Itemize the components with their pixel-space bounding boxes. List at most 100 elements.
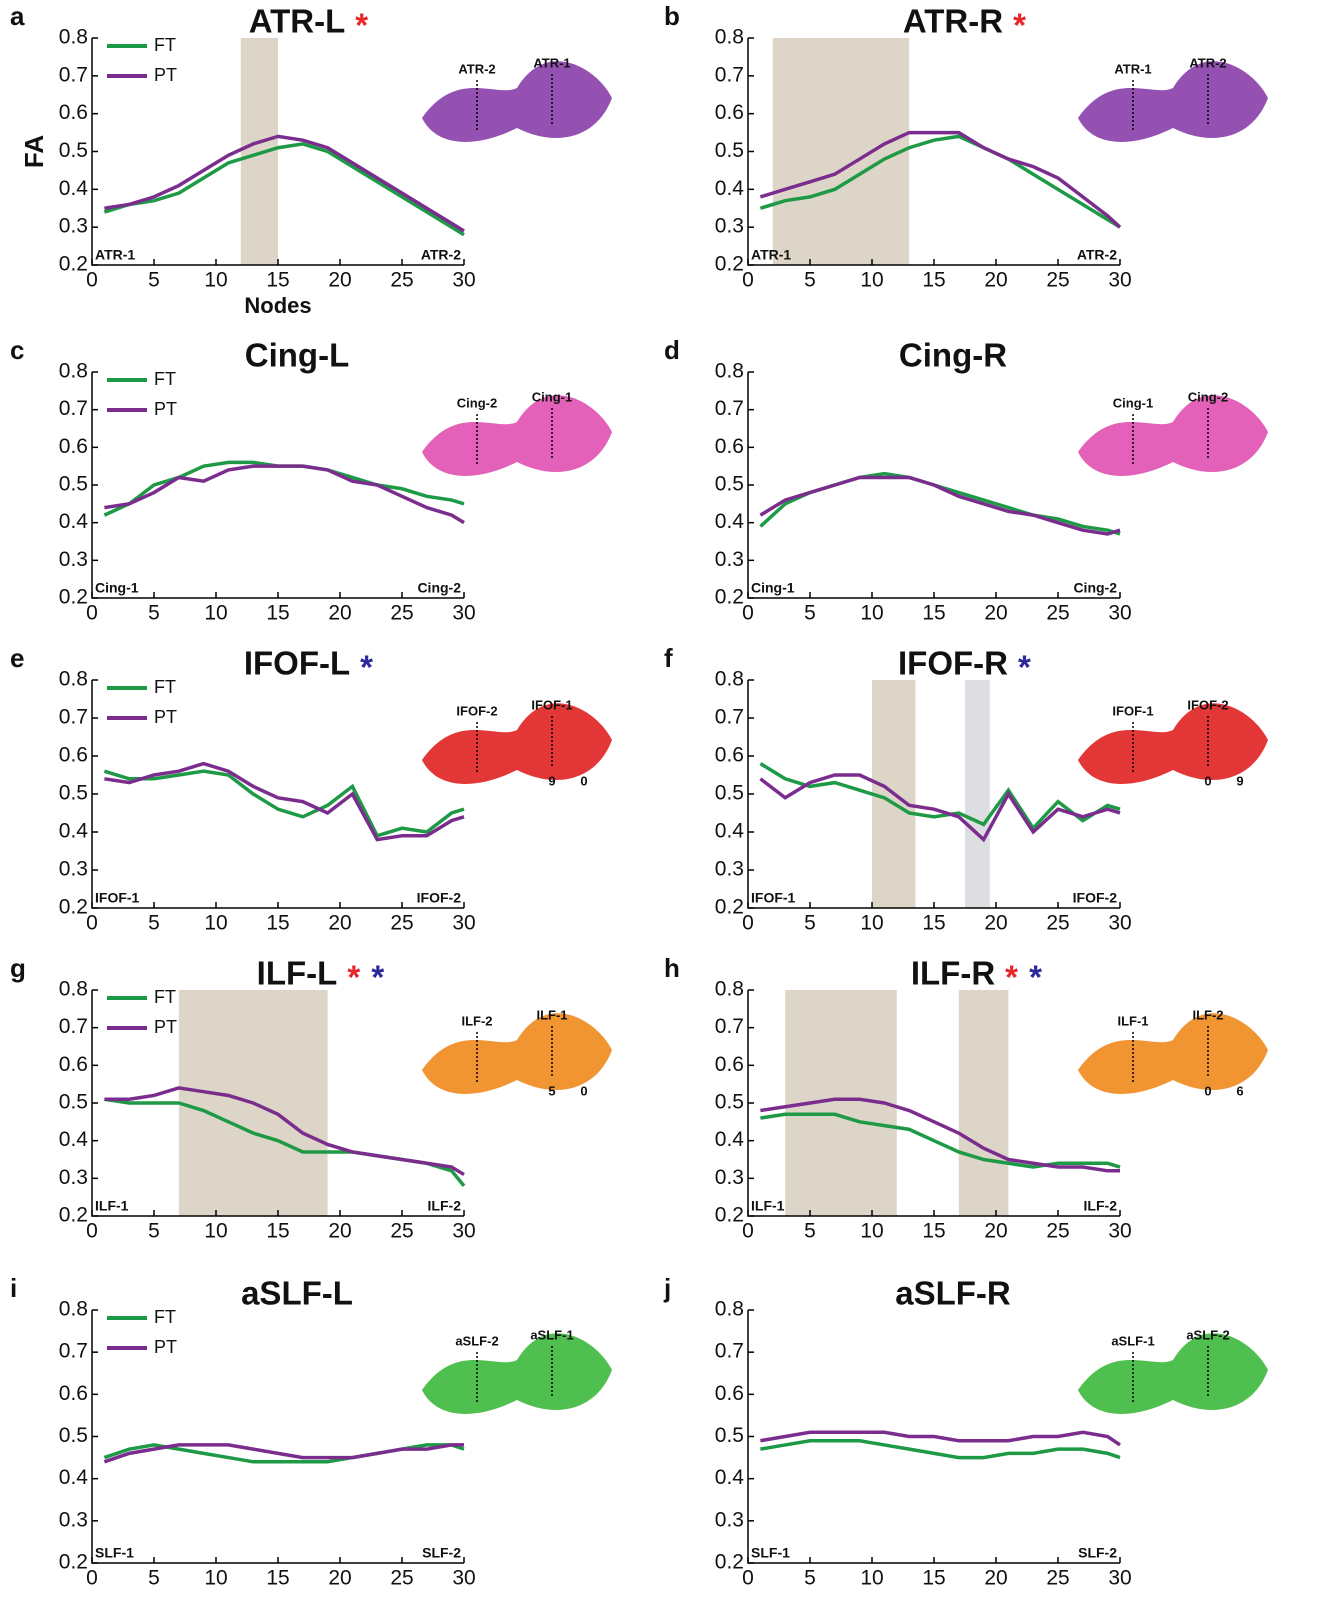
endpoint-label: Cing-1 (751, 580, 795, 596)
y-tick-label: 0.8 (59, 360, 88, 383)
endpoint-label: ILF-1 (95, 1198, 129, 1214)
y-tick-label: 0.5 (715, 473, 744, 496)
axes (747, 38, 1120, 266)
panel-letter: g (10, 953, 26, 983)
series-line (759, 773, 1121, 843)
series-line (104, 761, 465, 842)
y-tick-label: 0.6 (715, 1053, 744, 1076)
inset-label: aSLF-2 (455, 1333, 498, 1348)
endpoint-label: IFOF-2 (417, 890, 462, 906)
x-tick-label: 0 (742, 1220, 754, 1243)
series-line (104, 464, 465, 525)
axes (91, 990, 464, 1217)
series-line (759, 134, 1121, 229)
x-tick-label: 0 (742, 1567, 754, 1590)
inset-label: Cing-1 (532, 389, 572, 404)
endpoint-label: ILF-1 (751, 1198, 785, 1214)
endpoint-label: ATR-2 (1077, 247, 1117, 263)
x-tick-label: 5 (148, 269, 160, 292)
series-line (104, 1086, 465, 1177)
x-tick-label: 15 (922, 1220, 945, 1243)
inset-label: IFOF-1 (531, 697, 572, 712)
significance-marker: * (360, 649, 373, 686)
endpoint-label: SLF-2 (422, 1545, 461, 1561)
series-line (103, 769, 465, 838)
chart-title: ILF-L (257, 955, 338, 992)
y-tick-label: 0.8 (715, 668, 744, 691)
y-tick-label: 0.5 (59, 1424, 88, 1447)
y-tick-label: 0.3 (59, 215, 88, 238)
legend-label: PT (154, 1337, 177, 1357)
x-tick-label: 5 (148, 1567, 160, 1590)
y-tick-label: 0.4 (59, 1466, 89, 1489)
significance-marker: * (371, 959, 384, 996)
endpoint-label: ATR-1 (751, 247, 791, 263)
legend-label: FT (154, 369, 176, 389)
y-tick-label: 0.6 (59, 101, 88, 124)
inset-label: 9 (1236, 773, 1243, 788)
x-tick-label: 30 (452, 912, 475, 935)
x-tick-label: 5 (804, 269, 816, 292)
chart-title: IFOF-L (244, 645, 350, 682)
x-tick-label: 20 (328, 1567, 351, 1590)
y-tick-label: 0.4 (715, 1128, 745, 1151)
y-tick-label: 0.5 (715, 1424, 744, 1447)
inset-label: Cing-1 (1113, 395, 1153, 410)
y-tick-label: 0.3 (59, 858, 88, 881)
x-tick-label: 25 (1046, 602, 1069, 625)
significance-marker: * (1005, 959, 1018, 996)
y-tick-label: 0.8 (59, 978, 88, 1001)
y-tick-label: 0.7 (59, 1340, 88, 1363)
x-tick-label: 5 (804, 1567, 816, 1590)
x-tick-label: 25 (1046, 912, 1069, 935)
inset-label: IFOF-1 (1112, 703, 1153, 718)
x-tick-label: 0 (742, 912, 754, 935)
x-tick-label: 10 (860, 1220, 883, 1243)
x-tick-label: 30 (1108, 269, 1131, 292)
axes (747, 680, 1120, 909)
panel-letter: a (10, 1, 25, 31)
chart-title: ATR-R (903, 3, 1003, 40)
axes (747, 1310, 1120, 1564)
y-tick-label: 0.8 (715, 26, 744, 49)
y-tick-label: 0.7 (715, 63, 744, 86)
inset-label: Cing-2 (1188, 389, 1228, 404)
x-axis-label: Nodes (244, 293, 311, 318)
highlight (965, 680, 990, 908)
y-tick-label: 0.6 (59, 744, 88, 767)
tract-inset (1078, 61, 1268, 142)
inset-label: 0 (1204, 773, 1211, 788)
inset-label: 5 (548, 1083, 555, 1098)
axes (91, 372, 464, 599)
y-tick-label: 0.4 (59, 510, 89, 533)
y-tick-label: 0.3 (59, 1166, 88, 1189)
x-tick-label: 5 (148, 1220, 160, 1243)
series-line (759, 475, 1121, 536)
legend-label: PT (154, 1017, 177, 1037)
x-tick-label: 30 (1108, 912, 1131, 935)
inset-label: IFOF-2 (1187, 697, 1228, 712)
endpoint-label: Cing-1 (95, 580, 139, 596)
x-tick-label: 0 (86, 1220, 98, 1243)
legend-label: PT (154, 399, 177, 419)
y-tick-label: 0.7 (715, 397, 744, 420)
y-tick-label: 0.2 (715, 896, 744, 919)
endpoint-label: ILF-2 (1084, 1198, 1118, 1214)
chart-title: IFOF-R (898, 645, 1008, 682)
y-tick-label: 0.2 (59, 896, 88, 919)
highlight (772, 38, 910, 265)
axes (747, 990, 1120, 1217)
endpoint-label: IFOF-1 (95, 890, 140, 906)
chart-title: aSLF-R (895, 1275, 1011, 1312)
tract-inset (422, 61, 612, 142)
y-tick-label: 0.3 (715, 215, 744, 238)
y-axis-label: FA (19, 135, 49, 168)
inset-label: ATR-2 (458, 61, 495, 76)
inset-label: 9 (548, 773, 555, 788)
endpoint-label: Cing-2 (417, 580, 461, 596)
y-tick-label: 0.6 (715, 744, 744, 767)
x-tick-label: 25 (390, 602, 413, 625)
y-tick-label: 0.7 (59, 63, 88, 86)
x-tick-label: 20 (328, 269, 351, 292)
